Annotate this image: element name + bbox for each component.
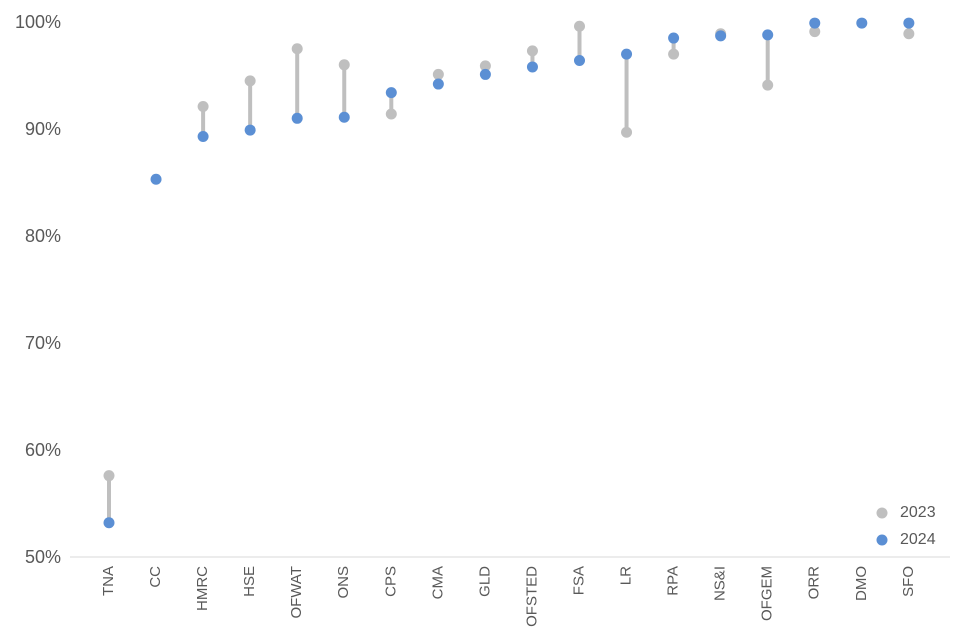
point-2024 — [903, 17, 915, 29]
x-tick-label: CPS — [382, 566, 399, 597]
x-tick-label: CC — [147, 566, 164, 588]
point-2024 — [668, 32, 680, 44]
y-tick-label: 60% — [25, 440, 61, 460]
x-tick-label: NS&I — [712, 566, 729, 601]
y-tick-label: 70% — [25, 333, 61, 353]
x-tick-label: DMO — [853, 566, 870, 601]
x-tick-label: OFSTED — [523, 566, 540, 627]
point-2024 — [338, 111, 350, 123]
connectors — [107, 23, 911, 523]
point-2023 — [291, 43, 303, 55]
y-tick-label: 50% — [25, 547, 61, 567]
y-tick-label: 80% — [25, 226, 61, 246]
point-2024 — [291, 112, 303, 124]
x-tick-label: OFWAT — [288, 566, 305, 619]
x-tick-label: RPA — [665, 566, 682, 596]
legend-marker-2024 — [876, 534, 888, 546]
legend-label-2023: 2023 — [900, 504, 936, 521]
point-2023 — [197, 101, 209, 113]
point-2024 — [244, 124, 256, 136]
point-2023 — [762, 79, 774, 91]
point-2024 — [574, 55, 585, 67]
point-2024 — [479, 68, 491, 80]
point-2024 — [432, 78, 444, 90]
point-2023 — [338, 59, 350, 71]
point-2023 — [903, 28, 915, 40]
x-axis: TNA CC HMRC HSE OFWAT ONS CPS CMA GLD OFSTED FSA LR… — [100, 566, 917, 627]
point-2024 — [809, 17, 821, 29]
point-2024 — [715, 30, 727, 42]
x-tick-label: OFGEM — [759, 566, 776, 621]
point-2023 — [244, 75, 256, 87]
x-tick-label: GLD — [476, 566, 493, 597]
point-2023 — [621, 126, 633, 138]
point-2024 — [526, 61, 538, 73]
point-2023 — [526, 45, 538, 57]
point-2024 — [856, 17, 868, 29]
point-2023 — [103, 470, 115, 482]
x-tick-label: LR — [618, 566, 635, 585]
legend-marker-2023 — [876, 507, 888, 519]
data-points — [103, 17, 915, 529]
y-tick-label: 100% — [15, 12, 61, 32]
point-2023 — [809, 26, 821, 38]
point-2024 — [103, 517, 115, 529]
x-tick-label: CMA — [429, 566, 446, 599]
x-tick-label: TNA — [100, 566, 117, 596]
point-2024 — [621, 48, 633, 60]
x-tick-label: ONS — [335, 566, 352, 599]
x-tick-label: HSE — [241, 566, 258, 597]
point-2023 — [432, 68, 444, 80]
y-tick-label: 90% — [25, 119, 61, 139]
x-tick-label: ORR — [806, 566, 823, 600]
point-2023 — [574, 20, 585, 32]
point-2024 — [150, 173, 162, 185]
x-tick-label: FSA — [570, 566, 587, 595]
point-2023 — [385, 108, 397, 120]
legend: 2023 2024 — [876, 504, 936, 548]
legend-label-2024: 2024 — [900, 531, 936, 548]
point-2023 — [668, 48, 680, 60]
x-tick-label: HMRC — [194, 566, 211, 611]
point-2023 — [479, 60, 491, 72]
y-axis: 50% 60% 70% 80% 90% 100% — [15, 12, 61, 567]
point-2024 — [385, 87, 397, 99]
point-2024 — [762, 29, 774, 41]
x-tick-label: SFO — [900, 566, 917, 597]
point-2024 — [197, 130, 209, 142]
